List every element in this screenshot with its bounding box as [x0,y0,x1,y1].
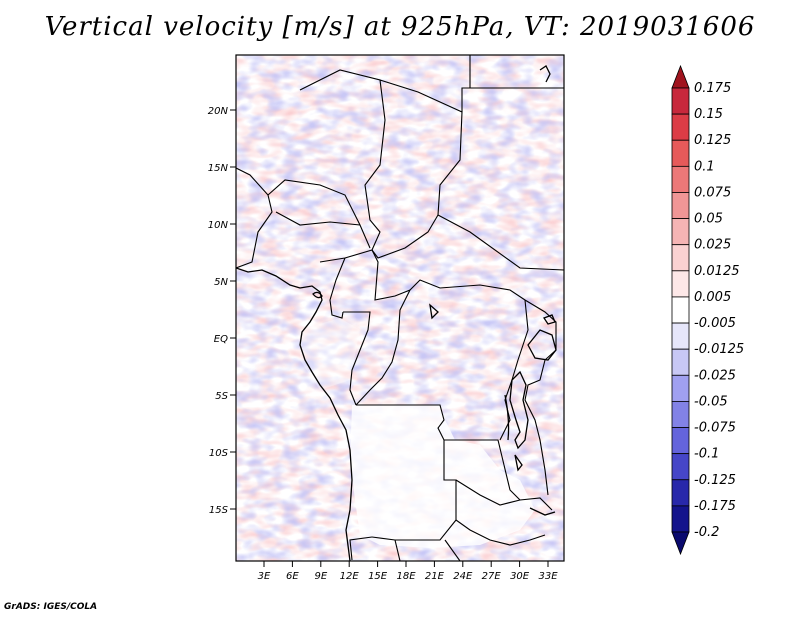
colorbar-swatch [671,296,690,324]
lon-tick-label: 6E [286,571,299,582]
lon-tick-label: 9E [314,571,327,582]
lat-tick-label: EQ [214,334,228,345]
colorbar-swatch [671,427,690,455]
lon-tick-label: 3E [258,571,271,582]
lat-tick-label: 10N [208,220,229,231]
colorbar-swatch [671,113,690,141]
colorbar-label: -0.0125 [694,342,744,357]
colorbar-label: 0.025 [694,238,731,253]
colorbar-swatch [671,139,690,167]
lat-tick-label: 20N [208,106,229,117]
colorbar-swatch [671,453,690,481]
colorbar-bottom-arrow [671,531,690,556]
colorbar-swatch [671,374,690,402]
colorbar-label: -0.025 [694,368,736,383]
colorbar-swatch [671,505,690,533]
lat-tick-label: 10S [209,448,229,459]
colorbar-label: 0.075 [694,185,731,200]
colorbar-label: -0.05 [694,394,728,409]
country-borders [236,55,564,561]
colorbar-swatch [671,244,690,272]
lon-tick-label: 18E [396,571,416,582]
colorbar-swatch [671,270,690,298]
colorbar-label: 0.125 [694,133,731,148]
lat-tick-label: 5S [215,391,228,402]
vertical-velocity-field [236,55,564,561]
lon-tick-label: 12E [340,571,360,582]
colorbar-label: -0.1 [694,447,719,462]
lon-tick-label: 30E [510,571,530,582]
colorbar-swatch [671,218,690,246]
grads-credit: GrADS: IGES/COLA [4,602,98,612]
colorbar-swatch [671,87,690,115]
lon-tick-label: 21E [425,571,445,582]
colorbar-swatch [671,479,690,507]
colorbar-swatch [671,322,690,350]
colorbar-label: -0.125 [694,473,736,488]
colorbar-label: 0.005 [694,290,731,305]
colorbar: 0.175 0.15 0.125 0.1 0.075 0.05 0.025 0.0125 0.0… [671,64,744,556]
lat-tick-label: 5N [214,277,228,288]
colorbar-label: -0.005 [694,316,736,331]
colorbar-label: 0.0125 [694,264,740,279]
plot-frame [235,54,565,562]
lon-tick-label: 15E [368,571,388,582]
colorbar-label: -0.075 [694,421,736,436]
lon-tick-label: 24E [453,571,473,582]
longitude-ticks: 3E 6E 9E 12E 15E 18E 21E 24E 27E 30E 33E [258,561,558,582]
colorbar-label: -0.2 [694,525,719,540]
lat-tick-label: 15N [208,163,229,174]
colorbar-swatch [671,165,690,193]
colorbar-swatch [671,192,690,219]
lon-tick-label: 27E [482,571,502,582]
chart-title: Vertical velocity [m/s] at 925hPa, VT: 2… [44,12,756,42]
colorbar-label: 0.15 [694,107,723,122]
lat-tick-label: 15S [209,505,229,516]
colorbar-top-arrow [671,64,690,89]
colorbar-label: 0.175 [694,81,731,96]
latitude-ticks: 20N 15N 10N 5N EQ 5S 10S 15S [208,106,236,516]
lon-tick-label: 33E [538,571,558,582]
colorbar-label: 0.05 [694,212,723,227]
coastlines-and-lakes [236,65,557,561]
colorbar-label: -0.175 [694,499,736,514]
colorbar-swatch [671,401,690,428]
colorbar-swatch [671,348,690,376]
colorbar-label: 0.1 [694,159,715,174]
